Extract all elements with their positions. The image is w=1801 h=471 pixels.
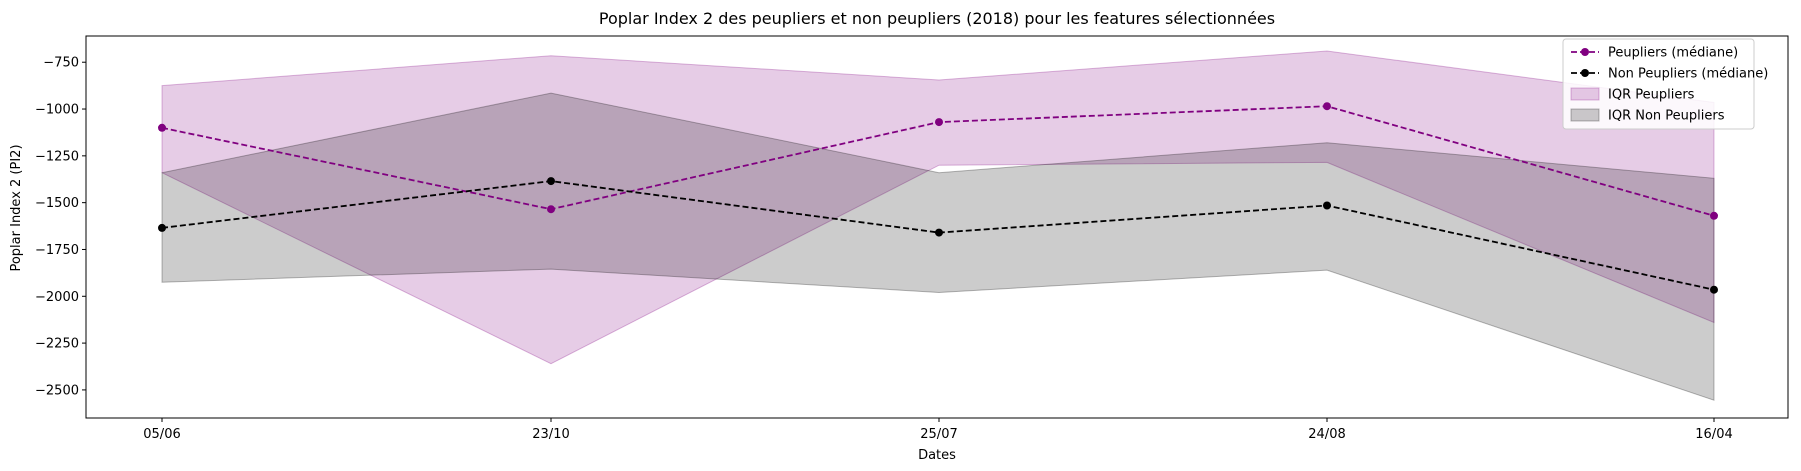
median-point: [1323, 102, 1331, 111]
y-tick-label: −1750: [35, 243, 79, 258]
x-tick-label: 05/06: [143, 427, 180, 442]
x-tick-label: 23/10: [532, 427, 569, 442]
median-lines: [158, 102, 1718, 294]
legend-marker: [1581, 69, 1589, 77]
legend-label: Non Peupliers (médiane): [1608, 67, 1768, 82]
iqr-band-1: [161, 50, 1715, 365]
median-point: [158, 123, 166, 132]
chart-title: Poplar Index 2 des peupliers et non peup…: [599, 9, 1275, 28]
iqr-band-2: [161, 92, 1715, 401]
x-tick-label: 16/04: [1695, 427, 1732, 442]
legend-label: IQR Peupliers: [1608, 88, 1695, 103]
legend: Peupliers (médiane) Non Peupliers (médian…: [1562, 38, 1768, 130]
legend-band-swatch: [1570, 87, 1600, 101]
median-point: [1710, 285, 1718, 294]
x-tick-label: 25/07: [920, 427, 957, 442]
x-tick-label: 24/08: [1308, 427, 1345, 442]
median-point: [547, 205, 555, 214]
y-tick-label: −1000: [35, 103, 79, 118]
iqr-bands: [161, 50, 1715, 401]
y-tick-label: −750: [43, 56, 79, 71]
y-tick-label: −2000: [35, 290, 79, 305]
median-point: [1710, 211, 1718, 220]
x-axis-label: Dates: [918, 448, 956, 463]
axes: −750 −1000 −1250 −1500 −1750 −2000 −2250 −2500 0…: [35, 35, 1789, 442]
plot-frame: [85, 35, 1789, 419]
median-point: [547, 177, 555, 186]
legend-box: [1562, 38, 1755, 130]
median-point: [935, 118, 943, 127]
legend-label: Peupliers (médiane): [1608, 46, 1738, 61]
y-tick-label: −1250: [35, 149, 79, 164]
median-point: [935, 228, 943, 237]
legend-label: IQR Non Peupliers: [1608, 109, 1725, 124]
y-tick-label: −1500: [35, 196, 79, 211]
median-point: [1323, 201, 1331, 210]
y-tick-label: −2500: [35, 383, 79, 398]
y-axis-label: Poplar Index 2 (PI2): [9, 144, 24, 271]
y-tick-label: −2250: [35, 337, 79, 352]
legend-marker: [1581, 48, 1589, 56]
legend-band-swatch: [1570, 108, 1600, 122]
median-point: [158, 223, 166, 232]
